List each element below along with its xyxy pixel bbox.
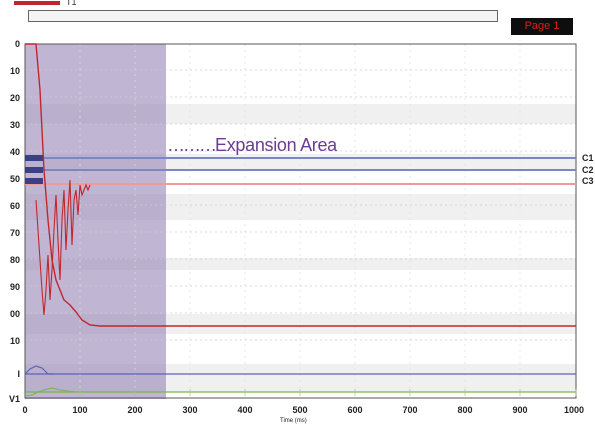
x-label: 500 [292, 405, 308, 415]
x-label: 800 [457, 405, 473, 415]
x-label: 1000 [563, 405, 585, 415]
y-label: 0 [14, 39, 20, 49]
grid-lines [25, 69, 576, 341]
x-label: 0 [22, 405, 28, 415]
y-label: 10 [9, 66, 20, 76]
trace-t1-oscillation [35, 179, 91, 316]
x-axis-title: Time (ms) [280, 418, 307, 424]
x-label: 400 [237, 405, 253, 415]
legend-swatch [14, 1, 60, 5]
y-label: 20 [9, 93, 20, 103]
x-label: 900 [512, 405, 528, 415]
trace-v1 [24, 387, 86, 397]
trace-i [24, 365, 54, 375]
callout-text: Expansion Area [215, 135, 337, 155]
vertical-grid [79, 44, 521, 398]
y-label: 50 [9, 174, 20, 184]
channel-label-c2: C2 [582, 165, 594, 175]
callout-leader: ……… [167, 135, 217, 155]
y-label: 10 [9, 336, 20, 346]
page-indicator[interactable]: Page 1 [511, 18, 573, 35]
channel-label-c3: C3 [582, 176, 594, 186]
legend-label: T1 [66, 0, 77, 7]
channel-markers [25, 155, 43, 184]
channel-label-c1: C1 [582, 153, 594, 163]
x-label: 600 [347, 405, 363, 415]
expansion-area-callout: ………Expansion Area [167, 135, 337, 156]
track-label-v1: V1 [8, 394, 20, 404]
y-label: 00 [9, 309, 20, 319]
header-info-bar [28, 10, 498, 22]
y-label: 70 [9, 228, 20, 238]
x-label: 700 [402, 405, 418, 415]
x-label: 200 [127, 405, 143, 415]
y-label: 40 [9, 147, 20, 157]
x-label: 100 [72, 405, 88, 415]
y-label: 60 [9, 201, 20, 211]
y-label: 30 [9, 120, 20, 130]
top-toolbar: T1 Page 1 [0, 0, 595, 38]
x-tick-marks [79, 389, 577, 396]
track-label-i: I [17, 369, 20, 379]
trace-t1-primary [25, 43, 576, 327]
x-label: 300 [182, 405, 198, 415]
y-label: 80 [9, 255, 20, 265]
y-label: 90 [9, 282, 20, 292]
